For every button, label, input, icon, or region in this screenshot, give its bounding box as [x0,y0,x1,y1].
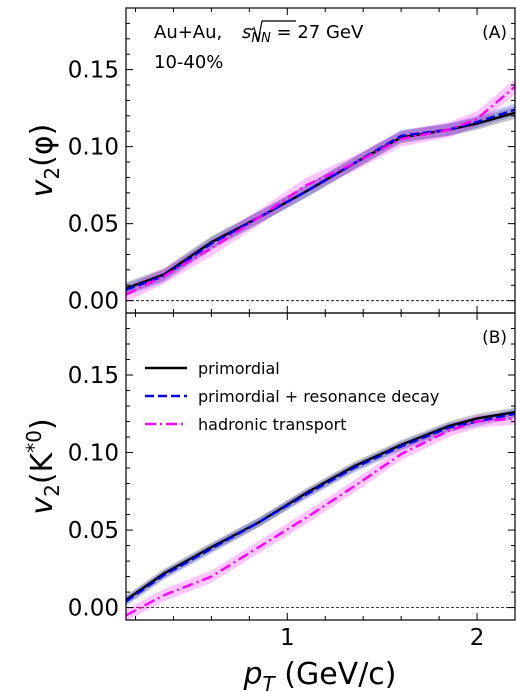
y-ticks [126,22,515,302]
y-tick-label: 0.05 [68,518,119,544]
y-tick-label: 0.15 [68,363,119,389]
y-axis-title-sub: 2 [40,167,64,180]
series-line-1 [126,412,515,603]
y-tick-label: 0.10 [68,441,119,467]
y-axis-title-symbol: v [25,178,60,197]
series-band-2 [126,78,515,303]
series-line-2 [126,417,515,617]
y-axis-title-close: ) [25,418,60,430]
y-ticks [126,328,515,609]
sqrt-sign [250,20,296,42]
x-axis-title: pT (GeV/c) [242,657,396,692]
plot-frame [125,312,516,621]
panel-label: (B) [482,328,507,348]
y-axis-title: v2(φ) [25,124,64,198]
series-line-1 [126,108,515,292]
panel-b: 0.000.050.100.15(B)v2(K*0)primordialprim… [22,312,516,622]
y-axis-title-sup: *0 [22,430,46,453]
y-tick-label: 0.15 [68,58,119,84]
y-tick-label: 0.00 [68,289,119,315]
y-axis-title: v2(K*0) [22,418,64,514]
y-axis-title-symbol: v [25,496,60,515]
y-axis-title-arg: (φ) [25,124,60,167]
x-axis: 1 2 pT (GeV/c) [242,625,484,692]
y-tick-label: 0.00 [68,596,119,622]
legend: primordial primordial + resonance decay ha… [145,359,439,434]
y-axis-title-sub: 2 [40,484,64,497]
panel-a: 0.00 0.05 0.10 0.15 (A) v2(φ) Au+Au, sNN = 27 … [25,7,516,315]
legend-label-2: hadronic transport [198,415,347,434]
legend-label-1: primordial + resonance decay [198,387,439,406]
series-line-2 [126,85,515,296]
y-tick-label: 0.10 [68,135,119,161]
panel-label: (A) [482,23,507,43]
x-tick-label: 1 [280,625,295,651]
annotation-centrality: 10-40% [154,52,223,73]
y-axis-title-arg: (K [25,451,60,484]
x-tick-label: 2 [470,625,485,651]
x-ticks [134,313,516,620]
y-tick-label: 0.05 [68,212,119,238]
series-line-0 [126,411,515,601]
legend-label-0: primordial [198,359,280,378]
x-ticks [134,8,516,313]
annotation-system: Au+Au, sNN = 27 GeV [154,22,364,46]
series-band-2 [126,412,515,620]
